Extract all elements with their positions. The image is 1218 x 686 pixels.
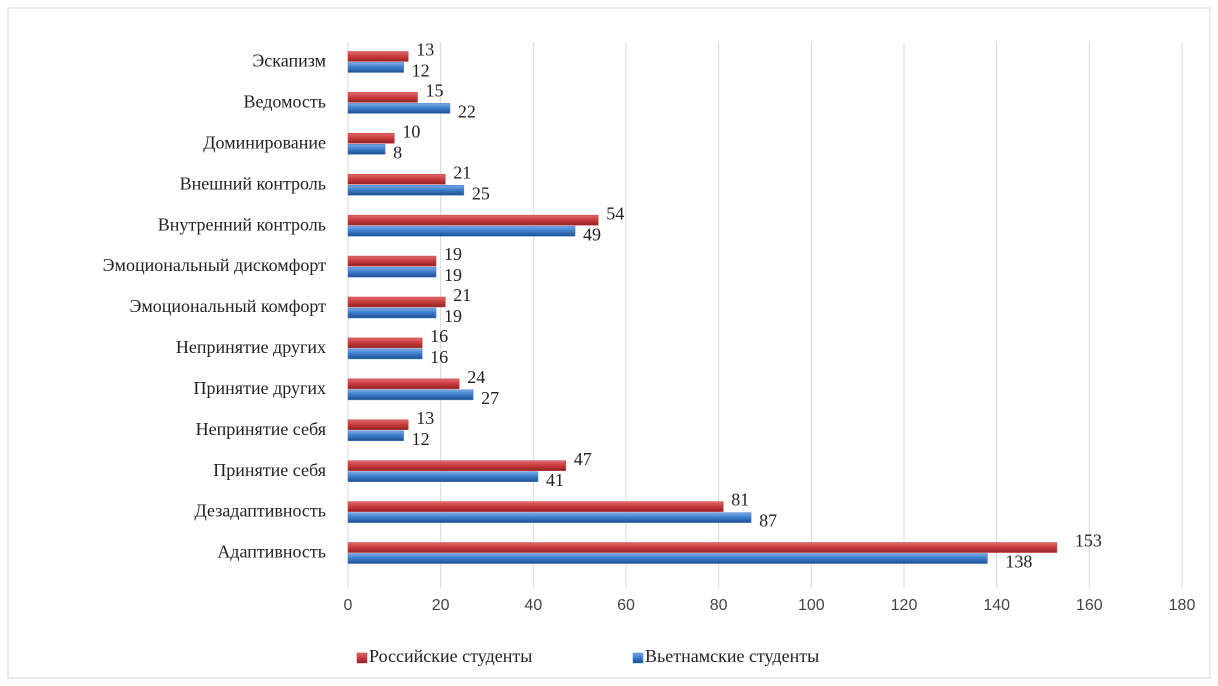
bar bbox=[347, 184, 465, 196]
bar bbox=[347, 307, 437, 319]
data-label: 81 bbox=[731, 490, 749, 510]
bar bbox=[347, 337, 423, 349]
data-label: 22 bbox=[458, 102, 476, 122]
data-label: 21 bbox=[453, 162, 471, 182]
legend-marker bbox=[632, 652, 644, 664]
data-label: 15 bbox=[426, 81, 444, 101]
y-tick-label: Эскапизм bbox=[252, 51, 326, 71]
bar bbox=[347, 296, 446, 308]
x-tick-label: 60 bbox=[617, 597, 635, 614]
bar bbox=[347, 430, 404, 442]
y-tick-label: Непринятие себя bbox=[196, 419, 326, 439]
y-tick-label: Ведомость bbox=[244, 92, 326, 112]
bar bbox=[347, 378, 460, 390]
chart-border bbox=[7, 7, 1211, 679]
data-label: 16 bbox=[430, 326, 448, 346]
x-tick-label: 120 bbox=[891, 597, 918, 614]
data-label: 19 bbox=[444, 306, 462, 326]
bar bbox=[347, 214, 599, 226]
data-label: 13 bbox=[416, 40, 434, 60]
x-tick-label: 20 bbox=[432, 597, 450, 614]
x-tick-label: 80 bbox=[710, 597, 728, 614]
data-label: 21 bbox=[453, 285, 471, 305]
bar bbox=[347, 62, 404, 73]
y-tick-label: Дезадаптивность bbox=[195, 501, 327, 521]
data-label: 12 bbox=[412, 61, 430, 81]
bar bbox=[347, 471, 539, 482]
bar bbox=[347, 389, 474, 401]
bar bbox=[347, 348, 423, 360]
y-tick-label: Принятие других bbox=[194, 378, 326, 398]
data-label: 41 bbox=[546, 470, 564, 490]
bar bbox=[347, 255, 437, 267]
data-label: 49 bbox=[583, 224, 601, 244]
data-label: 16 bbox=[430, 347, 448, 367]
data-label: 27 bbox=[481, 388, 499, 408]
y-tick-label: Эмоциональный дискомфорт bbox=[103, 255, 326, 275]
data-label: 8 bbox=[393, 142, 402, 162]
bar bbox=[347, 512, 752, 523]
y-tick-label: Принятие себя bbox=[213, 460, 326, 480]
x-tick-label: 100 bbox=[798, 597, 825, 614]
y-tick-label: Доминирование bbox=[203, 132, 326, 152]
y-tick-label: Адаптивность bbox=[217, 542, 326, 562]
y-tick-label: Непринятие других bbox=[176, 337, 326, 357]
bar bbox=[347, 542, 1058, 553]
bar bbox=[347, 51, 409, 62]
bar bbox=[347, 92, 418, 103]
bar bbox=[347, 460, 567, 471]
bar bbox=[347, 103, 451, 114]
data-label: 19 bbox=[444, 265, 462, 285]
data-label: 10 bbox=[402, 121, 420, 141]
bar bbox=[347, 266, 437, 278]
bar bbox=[347, 225, 576, 237]
data-label: 24 bbox=[467, 367, 485, 387]
data-label: 138 bbox=[1005, 552, 1032, 572]
data-label: 153 bbox=[1075, 531, 1102, 551]
data-label: 54 bbox=[606, 203, 624, 223]
bar bbox=[347, 501, 724, 512]
y-tick-label: Эмоциональный комфорт bbox=[129, 296, 326, 316]
bar bbox=[347, 553, 988, 564]
y-tick-label: Внешний контроль bbox=[180, 173, 326, 193]
data-label: 13 bbox=[416, 408, 434, 428]
legend-label: Вьетнамские студенты bbox=[645, 646, 819, 666]
legend-marker bbox=[356, 652, 368, 664]
data-label: 87 bbox=[759, 511, 777, 531]
bar bbox=[347, 419, 409, 431]
y-tick-label: Внутренний контроль bbox=[158, 214, 326, 234]
bar bbox=[347, 173, 446, 185]
data-label: 47 bbox=[574, 449, 592, 469]
bar bbox=[347, 133, 395, 144]
data-label: 19 bbox=[444, 244, 462, 264]
x-tick-label: 180 bbox=[1169, 597, 1196, 614]
bar bbox=[347, 144, 386, 155]
data-label: 12 bbox=[412, 429, 430, 449]
x-tick-label: 140 bbox=[983, 597, 1010, 614]
x-tick-label: 0 bbox=[344, 597, 353, 614]
legend-label: Российские студенты bbox=[369, 646, 532, 666]
x-tick-label: 40 bbox=[524, 597, 542, 614]
x-tick-label: 160 bbox=[1076, 597, 1103, 614]
data-label: 25 bbox=[472, 183, 490, 203]
